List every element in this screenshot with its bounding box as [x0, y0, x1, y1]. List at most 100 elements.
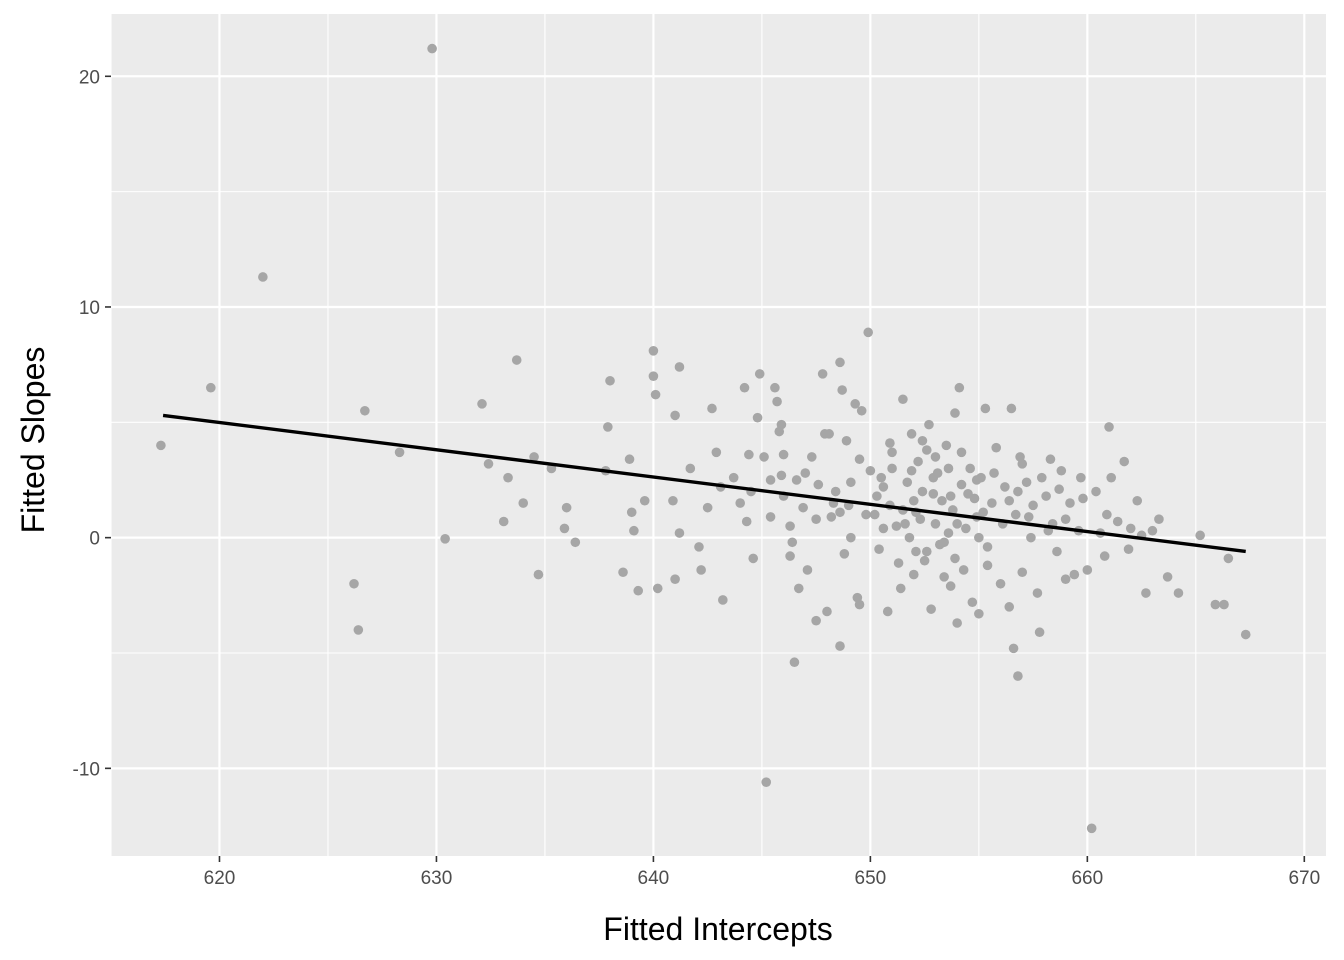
scatter-point [791, 475, 802, 485]
scatter-point [961, 523, 971, 534]
y-axis-title: Fitted Slopes [15, 347, 51, 534]
x-tick-label: 630 [421, 868, 453, 889]
scatter-point [696, 565, 706, 575]
scatter-point [648, 346, 659, 356]
scatter-point [1056, 465, 1067, 476]
scatter-point [793, 583, 804, 594]
scatter-point [605, 375, 615, 386]
scatter-point [765, 475, 776, 485]
scatter-point [778, 449, 789, 460]
scatter-point [911, 546, 921, 557]
scatter-point [798, 502, 808, 513]
scatter-point [707, 403, 717, 414]
scatter-point [674, 528, 685, 538]
trend-line [162, 413, 1246, 554]
scatter-point [924, 419, 934, 430]
scatter-point [1147, 525, 1158, 536]
scatter-point [1034, 627, 1045, 638]
plot-panel [111, 14, 1326, 856]
scatter-point [624, 454, 635, 465]
scatter-point [718, 595, 728, 605]
scatter-point [921, 445, 932, 455]
x-axis: 620 630 640 650 660 670 [204, 856, 1320, 889]
scatter-point [648, 371, 659, 381]
scatter-point [1065, 498, 1075, 508]
scatter-point [908, 569, 919, 580]
scatter-point [928, 489, 939, 499]
scatter-point [744, 449, 754, 460]
scatter-point [1119, 456, 1130, 467]
scatter-point [939, 537, 949, 548]
scatter-point [835, 357, 845, 368]
scatter-point [811, 514, 821, 524]
scatter-point [854, 599, 865, 610]
scatter-point [930, 519, 941, 529]
scatter-point [917, 486, 928, 497]
scatter-point [839, 549, 850, 559]
scatter-point [830, 486, 841, 497]
scatter-point [917, 435, 928, 446]
scatter-point [982, 560, 993, 571]
scatter-point [668, 495, 678, 506]
scatter-point [741, 516, 752, 527]
scatter-point [971, 475, 982, 485]
scatter-point [1223, 553, 1234, 564]
scatter-point [639, 495, 650, 506]
scatter-point [258, 272, 268, 282]
scatter-point [865, 465, 876, 476]
x-tick-label: 620 [204, 868, 236, 889]
scatter-point [498, 516, 509, 527]
scatter-point [1141, 588, 1151, 598]
scatter-point [943, 528, 954, 538]
scatter-point [1045, 454, 1056, 465]
scatter-point [1076, 472, 1086, 483]
scatter-point [561, 502, 572, 513]
scatter-point [945, 491, 956, 501]
scatter-point [652, 583, 663, 594]
scatter-point [1041, 491, 1051, 501]
scatter-point [752, 412, 763, 423]
scatter-point [950, 408, 960, 418]
scatter-point [826, 512, 837, 522]
scatter-point [694, 542, 704, 552]
scatter-point [980, 403, 991, 414]
scatter-point [360, 405, 370, 416]
scatter-point [427, 43, 437, 54]
scatter-point [789, 657, 800, 668]
scatter-point [887, 463, 897, 474]
scatter-point [928, 472, 939, 483]
scatter-point [1132, 495, 1143, 506]
scatter-point [908, 495, 919, 506]
scatter-point [1021, 477, 1032, 488]
scatter-point [967, 597, 978, 608]
scatter-point [919, 555, 930, 566]
scatter-point [603, 422, 613, 432]
scatter-point [802, 565, 813, 575]
scatter-point [1123, 544, 1134, 554]
scatter-point [974, 532, 984, 543]
scatter-point [956, 479, 967, 490]
scatter-point [813, 479, 824, 490]
scatter-point [1099, 551, 1110, 561]
scatter-point [937, 495, 947, 506]
scatter-point [702, 502, 713, 513]
scatter-point [711, 447, 722, 458]
scatter-point [963, 489, 973, 499]
scatter-point [1026, 532, 1036, 543]
scatter-point [974, 608, 984, 619]
y-tick-label: 20 [79, 67, 100, 88]
x-tick-label: 640 [638, 868, 670, 889]
scatter-point [878, 482, 889, 492]
scatter-point [1086, 823, 1097, 834]
scatter-point [876, 472, 887, 483]
scatter-point [765, 512, 776, 522]
scatter-point [1069, 569, 1080, 580]
scatter-point [728, 472, 739, 483]
scatter-point [904, 532, 915, 543]
scatter-point [817, 369, 828, 379]
scatter-point [735, 498, 745, 508]
y-tick-label: -10 [73, 759, 100, 780]
scatter-point [1125, 523, 1136, 534]
scatter-point [754, 369, 765, 379]
scatter-point [995, 578, 1006, 589]
